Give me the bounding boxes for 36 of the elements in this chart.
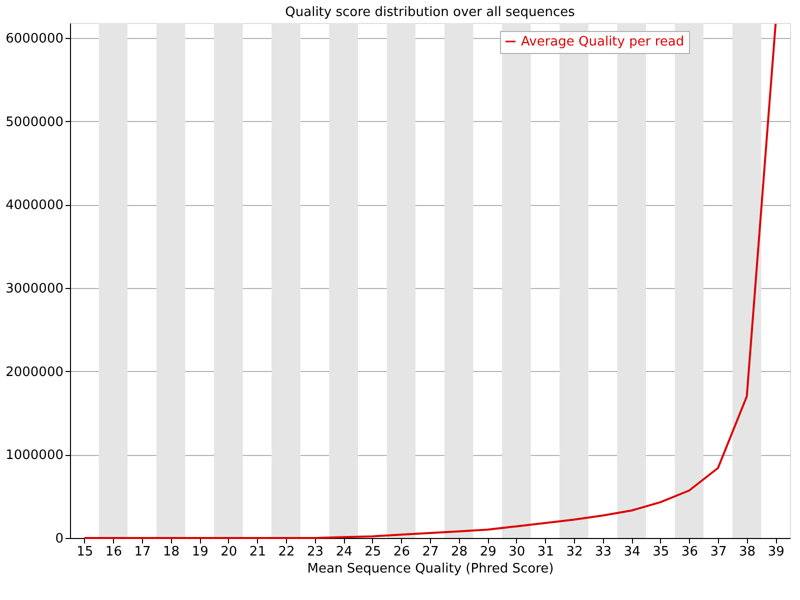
legend-label: Average Quality per read — [521, 34, 684, 50]
x-tick-label: 31 — [537, 544, 554, 560]
x-tick-label: 17 — [134, 544, 151, 560]
x-tick-label: 33 — [595, 544, 612, 560]
x-tick-label: 34 — [624, 544, 640, 560]
chart-title: Quality score distribution over all sequences — [285, 4, 576, 20]
x-tick-label: 32 — [566, 544, 583, 560]
x-tick-label: 16 — [105, 544, 122, 560]
x-axis-title: Mean Sequence Quality (Phred Score) — [307, 562, 554, 576]
y-tick-label: 5000000 — [6, 114, 64, 130]
x-tick-label: 36 — [681, 544, 698, 560]
x-tick-label: 22 — [278, 544, 295, 560]
x-tick-label: 38 — [739, 544, 756, 560]
x-tick-label: 28 — [451, 544, 468, 560]
y-tick-label: 1000000 — [6, 448, 64, 464]
x-tick-label: 23 — [307, 544, 324, 560]
y-tick-label: 6000000 — [6, 32, 64, 46]
y-tick-label: 2000000 — [6, 364, 64, 380]
x-tick-label: 15 — [76, 544, 94, 560]
y-tick-label: 3000000 — [6, 282, 64, 296]
x-tick-label: 19 — [192, 544, 208, 560]
line-series — [83, 22, 777, 539]
x-tick-label: 21 — [249, 544, 266, 560]
x-tick-label: 20 — [220, 544, 238, 560]
x-tick-label: 25 — [364, 544, 382, 560]
x-tick-label: 24 — [336, 544, 352, 560]
y-tick-label: 0 — [55, 532, 64, 546]
x-tick-label: 29 — [480, 544, 496, 560]
x-tick-label: 35 — [652, 544, 670, 560]
x-tick-label: 18 — [163, 544, 180, 560]
x-tick-label: 26 — [393, 544, 410, 560]
x-tick-label: 30 — [508, 544, 526, 560]
x-tick-label: 37 — [710, 544, 727, 560]
x-tick-label: 27 — [422, 544, 439, 560]
y-tick-label: 4000000 — [6, 198, 64, 214]
x-tick-label: 39 — [768, 544, 784, 560]
